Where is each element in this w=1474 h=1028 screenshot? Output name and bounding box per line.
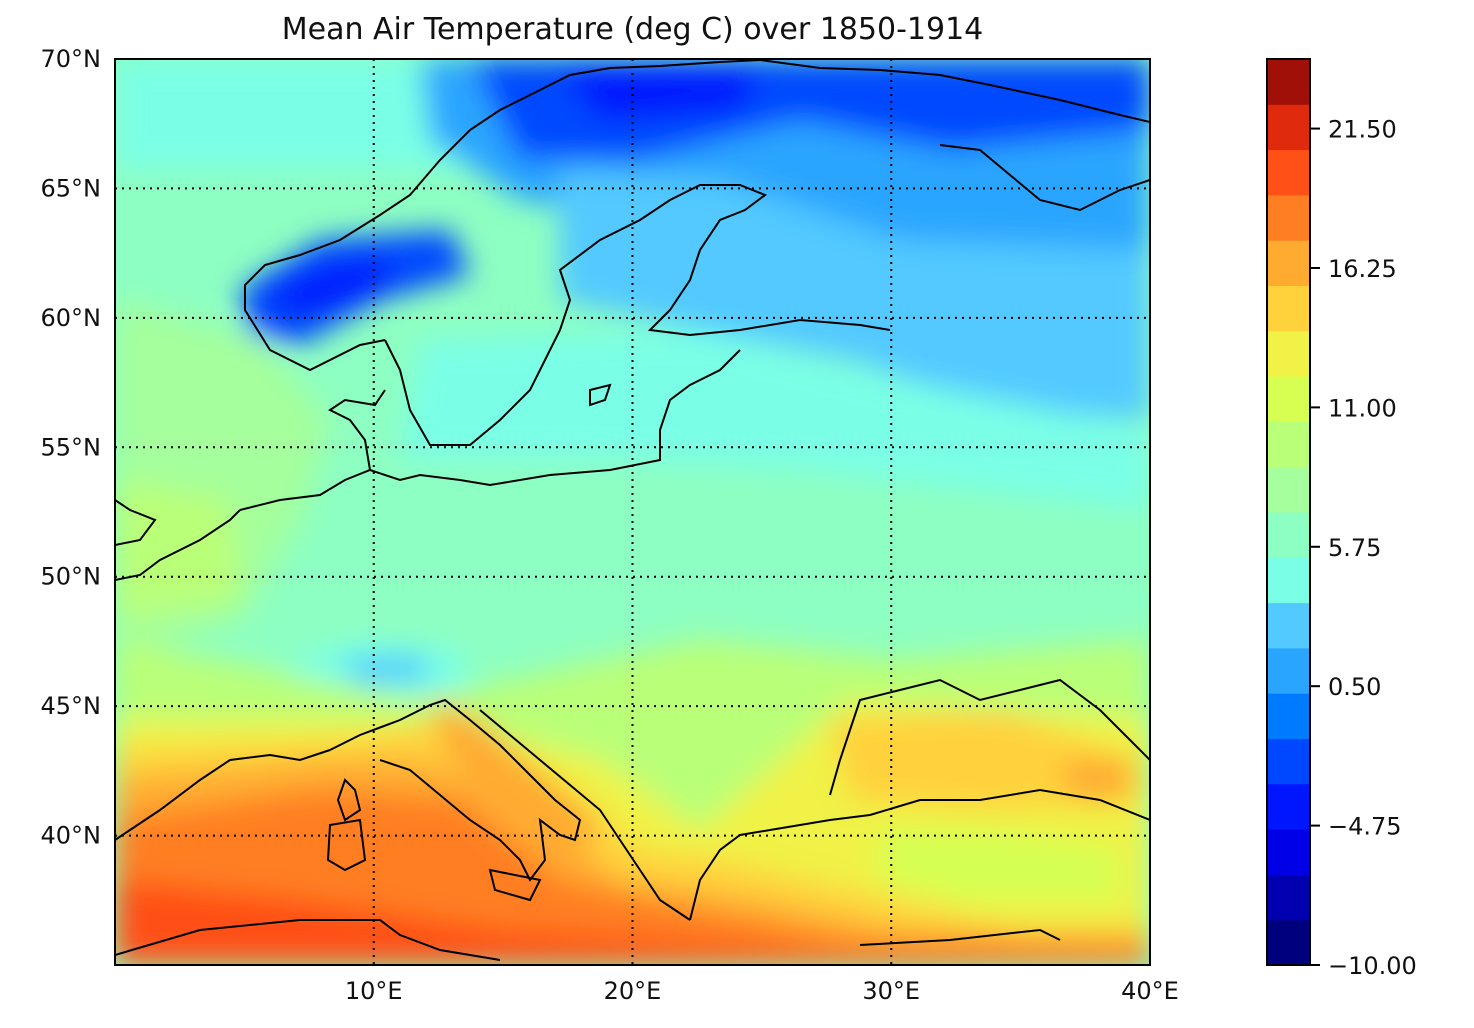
colorbar-segment [1267, 194, 1310, 241]
lat-tick-label: 45°N [41, 692, 102, 720]
coastline-baltic-south [239, 349, 741, 511]
coastline-sweden-bothnia [384, 184, 891, 446]
colorbar-segment [1267, 512, 1310, 558]
coastline-white-sea [939, 144, 1150, 212]
colorbar-segment [1267, 557, 1310, 604]
coastline-britain [115, 499, 157, 546]
coastlines [115, 59, 1150, 961]
colorbar-segment [1267, 738, 1310, 785]
coastline-black-sea [829, 678, 1150, 796]
colorbar-segment [1267, 783, 1310, 830]
colorbar-segment [1267, 647, 1310, 694]
colorbar-segment [1267, 421, 1310, 468]
coastline-denmark [328, 389, 386, 471]
map-frame [114, 58, 1151, 966]
colorbar-tick-label: −10.00 [1328, 952, 1417, 980]
colorbar-tick-label: −4.75 [1328, 813, 1402, 841]
colorbar-segment [1267, 104, 1310, 151]
colorbar-tick-label: 21.50 [1328, 116, 1397, 144]
colorbar-tick-label: 5.75 [1328, 534, 1381, 562]
colorbar-segment [1267, 285, 1310, 332]
colorbar-segment [1267, 829, 1310, 875]
colorbar-segment [1267, 59, 1310, 105]
colorbar-tick-label: 16.25 [1328, 255, 1397, 283]
coastline-france-south [115, 749, 331, 841]
coastline-corsica [336, 778, 362, 822]
colorbar-segment [1267, 602, 1310, 649]
coastline-gotland [589, 383, 612, 407]
colorbar-segment [1267, 874, 1310, 921]
coastline-africa [115, 919, 501, 961]
colorbar-segment [1267, 919, 1310, 966]
colorbar [1266, 58, 1311, 966]
coastline-anatolia [869, 788, 1150, 821]
coastline-norway [244, 59, 761, 372]
colorbar-tick-label: 0.50 [1328, 673, 1381, 701]
colorbar-ticks: −10.00 −4.75 0.50 5.75 11.00 16.25 21.50 [1310, 116, 1417, 980]
coastline-africa-east [859, 928, 1061, 946]
colorbar-frame [1266, 58, 1311, 966]
colorbar-tick-label: 11.00 [1328, 394, 1397, 422]
lon-tick-label: 10°E [345, 977, 403, 1005]
lat-tick-label: 40°N [41, 822, 102, 850]
longitude-labels: 10°E 20°E 30°E 40°E [345, 977, 1179, 1005]
colorbar-segment [1267, 240, 1310, 286]
lon-tick-label: 20°E [604, 977, 662, 1005]
lat-tick-label: 50°N [41, 563, 102, 591]
lat-tick-label: 55°N [41, 433, 102, 461]
lon-tick-label: 40°E [1121, 977, 1179, 1005]
lat-tick-label: 70°N [41, 45, 102, 73]
lon-tick-label: 30°E [862, 977, 920, 1005]
colorbar-segment [1267, 693, 1310, 739]
coastline-greece [689, 814, 871, 921]
coastline-kola [759, 59, 1150, 123]
colorbar-segment [1267, 466, 1310, 513]
lat-tick-label: 60°N [41, 304, 102, 332]
coastline-adriatic-east [479, 709, 691, 921]
map-title: Mean Air Temperature (deg C) over 1850-1… [281, 12, 984, 47]
colorbar-segment [1267, 376, 1310, 422]
coastline-sicily [488, 868, 542, 902]
coastline-sardinia [326, 818, 367, 872]
colorbar-segment [1267, 149, 1310, 196]
coastline-france-north [115, 509, 241, 581]
lat-tick-label: 65°N [41, 174, 102, 202]
coastline-italy [329, 698, 582, 882]
latitude-labels: 70°N 65°N 60°N 55°N 50°N 45°N 40°N [41, 45, 102, 850]
colorbar-segment [1267, 330, 1310, 377]
